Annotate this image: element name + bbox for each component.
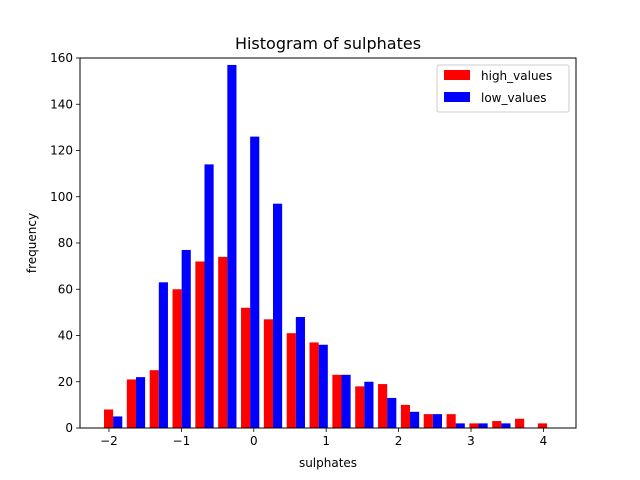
bar-high-values-7 bbox=[263, 319, 273, 428]
bar-high-values-5 bbox=[218, 256, 228, 429]
x-axis-ticks: −2 −1 0 1 2 3 4 bbox=[100, 428, 547, 448]
bar-high-values-3 bbox=[172, 289, 182, 428]
x-tick-label: 1 bbox=[322, 434, 330, 448]
bar-low-values-5 bbox=[227, 64, 237, 428]
bars-group bbox=[104, 64, 548, 429]
legend-swatch-low-values bbox=[444, 92, 470, 102]
bar-low-values-7 bbox=[273, 203, 283, 428]
bar-low-values-10 bbox=[341, 374, 351, 428]
bar-high-values-10 bbox=[332, 374, 342, 428]
x-tick-label: −2 bbox=[100, 434, 118, 448]
bar-low-values-9 bbox=[318, 344, 328, 428]
bar-high-values-17 bbox=[492, 421, 502, 428]
bar-low-values-8 bbox=[295, 317, 305, 428]
x-axis-label: sulphates bbox=[299, 456, 357, 470]
bar-high-values-15 bbox=[446, 414, 456, 429]
bar-high-values-18 bbox=[515, 418, 525, 428]
bar-high-values-4 bbox=[195, 261, 205, 428]
y-axis-ticks: 0 20 40 60 80 100 120 140 160 bbox=[50, 51, 80, 435]
x-tick-label: 4 bbox=[540, 434, 548, 448]
bar-low-values-12 bbox=[387, 397, 397, 428]
x-tick-label: 0 bbox=[250, 434, 258, 448]
bar-low-values-15 bbox=[455, 423, 465, 429]
x-tick-label: 3 bbox=[467, 434, 475, 448]
bar-low-values-3 bbox=[181, 249, 191, 428]
bar-low-values-14 bbox=[432, 414, 442, 429]
legend-label-low-values: low_values bbox=[481, 91, 547, 105]
bar-high-values-13 bbox=[400, 404, 411, 429]
bar-high-values-11 bbox=[355, 386, 365, 429]
bar-low-values-1 bbox=[135, 377, 146, 429]
bar-low-values-0 bbox=[113, 416, 123, 428]
bar-high-values-14 bbox=[423, 414, 433, 429]
legend-swatch-high-values bbox=[444, 70, 470, 80]
bar-high-values-16 bbox=[469, 423, 479, 429]
x-tick-label: 2 bbox=[395, 434, 403, 448]
y-tick-label: 0 bbox=[65, 421, 73, 435]
y-tick-label: 100 bbox=[50, 190, 73, 204]
bar-high-values-6 bbox=[241, 307, 251, 428]
bar-high-values-19 bbox=[537, 423, 548, 429]
bar-high-values-0 bbox=[104, 409, 114, 428]
bar-low-values-17 bbox=[501, 423, 511, 429]
bar-high-values-9 bbox=[309, 342, 319, 428]
y-tick-label: 40 bbox=[58, 329, 73, 343]
y-axis-label: frequency bbox=[25, 213, 39, 273]
y-tick-label: 140 bbox=[50, 97, 73, 111]
y-tick-label: 20 bbox=[58, 375, 73, 389]
y-tick-label: 60 bbox=[58, 282, 73, 296]
chart-title: Histogram of sulphates bbox=[235, 34, 421, 53]
bar-low-values-6 bbox=[250, 136, 260, 429]
bar-low-values-13 bbox=[410, 411, 420, 428]
y-tick-label: 80 bbox=[58, 236, 73, 250]
bar-high-values-2 bbox=[149, 370, 159, 428]
bar-high-values-12 bbox=[378, 384, 388, 428]
bar-high-values-1 bbox=[126, 379, 136, 428]
bar-high-values-8 bbox=[286, 333, 296, 428]
legend-label-high-values: high_values bbox=[481, 69, 552, 83]
plot-frame bbox=[79, 57, 577, 429]
x-tick-label: −1 bbox=[173, 434, 191, 448]
y-tick-label: 160 bbox=[50, 51, 73, 65]
bar-low-values-2 bbox=[158, 282, 168, 428]
bar-low-values-11 bbox=[364, 381, 374, 428]
legend: high_values low_values bbox=[436, 64, 570, 113]
bar-low-values-16 bbox=[478, 423, 488, 429]
y-tick-label: 120 bbox=[50, 144, 73, 158]
bar-low-values-4 bbox=[204, 164, 214, 429]
